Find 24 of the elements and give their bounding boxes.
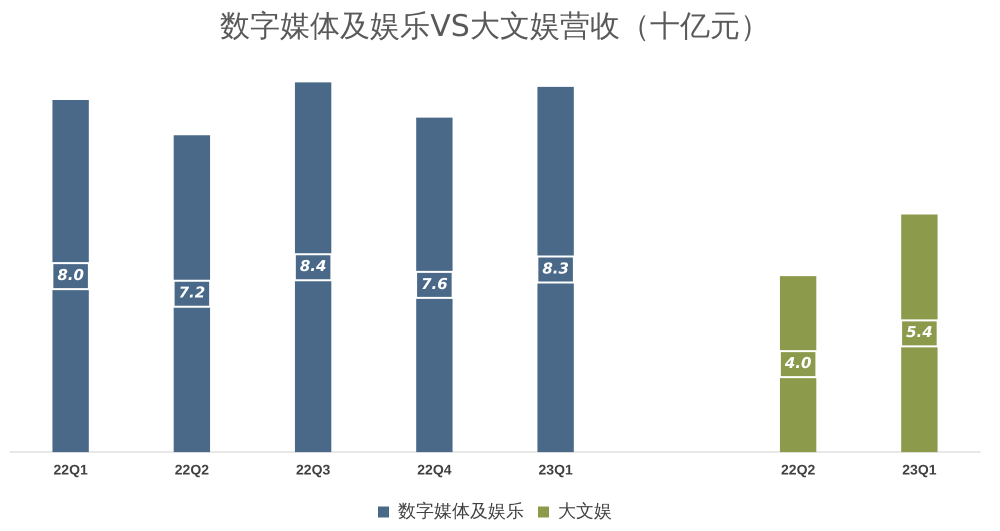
data-label: 7.6 xyxy=(421,274,448,293)
x-tick-label: 22Q1 xyxy=(54,461,88,478)
legend-label: 数字媒体及娱乐 xyxy=(398,500,524,521)
x-tick-label: 22Q4 xyxy=(417,461,452,478)
legend-label: 大文娱 xyxy=(558,500,612,521)
bar xyxy=(174,135,210,452)
data-label: 8.4 xyxy=(300,257,326,276)
data-label: 8.3 xyxy=(542,259,569,278)
bar xyxy=(416,118,453,452)
bar xyxy=(780,276,816,452)
bar xyxy=(901,214,938,452)
data-label: 4.0 xyxy=(784,354,812,372)
x-tick-label: 23Q1 xyxy=(902,461,937,478)
bar xyxy=(294,82,332,452)
data-label: 8.0 xyxy=(57,266,84,284)
data-label: 5.4 xyxy=(906,323,933,342)
x-tick-label: 22Q2 xyxy=(781,461,816,478)
bar xyxy=(52,100,89,452)
bar xyxy=(537,86,574,452)
x-tick-label: 22Q3 xyxy=(296,461,330,478)
chart-title: 数字媒体及娱乐VS大文娱营收（十亿元） xyxy=(220,8,770,44)
data-label: 7.2 xyxy=(178,284,206,302)
x-tick-label: 23Q1 xyxy=(538,461,573,478)
x-tick-label: 22Q2 xyxy=(174,461,210,478)
